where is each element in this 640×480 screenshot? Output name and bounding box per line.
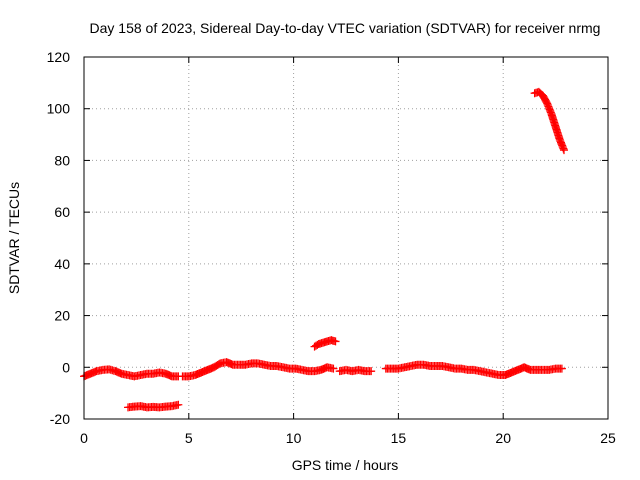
x-tick-label: 5: [185, 430, 193, 446]
y-tick-label: 0: [62, 359, 70, 375]
axis-ticks: 0 5 10 15 20 25 -20 0 20 40 60 80 100 120: [47, 49, 616, 446]
series-segment-7: [530, 87, 568, 155]
series-segment-3: [178, 358, 338, 381]
grid: [84, 57, 608, 419]
data-point: [559, 146, 568, 155]
data-series: [80, 87, 568, 412]
y-tick-label: 80: [54, 152, 70, 168]
x-tick-label: 15: [391, 430, 407, 446]
series-segment-5: [335, 365, 376, 376]
chart-title: Day 158 of 2023, Sidereal Day-to-day VTE…: [90, 20, 601, 36]
data-point: [174, 400, 183, 409]
y-axis-label: SDTVAR / TECUs: [6, 182, 22, 294]
y-tick-label: 20: [54, 308, 70, 324]
x-tick-label: 20: [495, 430, 511, 446]
y-tick-label: 40: [54, 256, 70, 272]
y-tick-label: 60: [54, 204, 70, 220]
data-point: [367, 367, 376, 376]
x-tick-label: 0: [80, 430, 88, 446]
x-tick-label: 25: [600, 430, 616, 446]
data-point: [331, 337, 340, 346]
x-axis-label: GPS time / hours: [292, 457, 399, 473]
data-point: [329, 364, 338, 373]
x-tick-label: 10: [286, 430, 302, 446]
series-segment-1: [80, 365, 183, 381]
plot-frame: [83, 56, 609, 420]
y-tick-label: -20: [50, 411, 70, 427]
y-tick-label: 100: [47, 101, 71, 117]
series-segment-6: [381, 360, 566, 380]
y-tick-label: 120: [47, 49, 71, 65]
data-point: [557, 364, 566, 373]
series-segment-4: [310, 336, 340, 351]
series-segment-2: [124, 400, 183, 412]
